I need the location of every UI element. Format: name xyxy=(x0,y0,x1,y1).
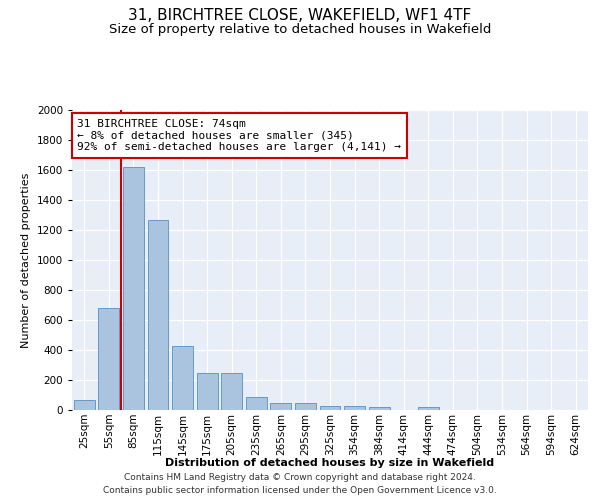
Bar xyxy=(418,407,439,410)
Bar xyxy=(271,403,292,410)
Text: 31, BIRCHTREE CLOSE, WAKEFIELD, WF1 4TF: 31, BIRCHTREE CLOSE, WAKEFIELD, WF1 4TF xyxy=(128,8,472,22)
Bar xyxy=(320,406,340,410)
Text: 31 BIRCHTREE CLOSE: 74sqm
← 8% of detached houses are smaller (345)
92% of semi-: 31 BIRCHTREE CLOSE: 74sqm ← 8% of detach… xyxy=(77,119,401,152)
Text: Contains HM Land Registry data © Crown copyright and database right 2024.
Contai: Contains HM Land Registry data © Crown c… xyxy=(103,474,497,495)
Bar xyxy=(98,308,119,410)
Bar xyxy=(74,400,95,410)
Bar xyxy=(344,406,365,410)
Bar xyxy=(197,372,218,410)
Bar xyxy=(148,220,169,410)
Bar xyxy=(246,397,267,410)
Bar xyxy=(368,407,389,410)
Text: Size of property relative to detached houses in Wakefield: Size of property relative to detached ho… xyxy=(109,22,491,36)
Bar xyxy=(123,167,144,410)
Bar xyxy=(172,346,193,410)
Text: Distribution of detached houses by size in Wakefield: Distribution of detached houses by size … xyxy=(166,458,494,468)
Y-axis label: Number of detached properties: Number of detached properties xyxy=(21,172,31,348)
Bar xyxy=(221,372,242,410)
Bar xyxy=(295,403,316,410)
